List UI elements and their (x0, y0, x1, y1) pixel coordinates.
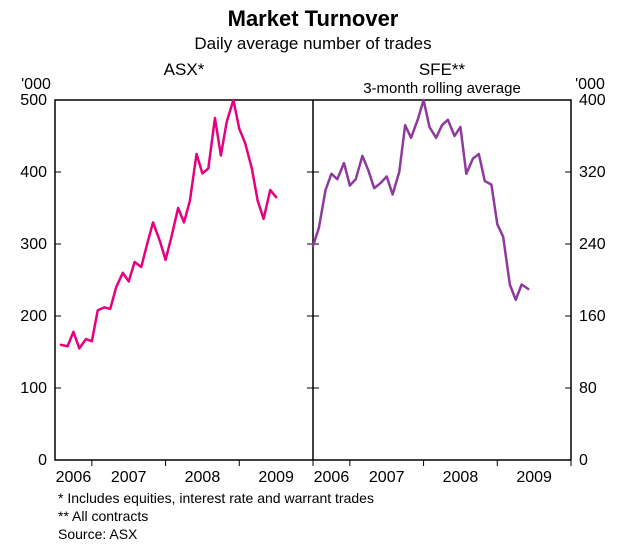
svg-text:300: 300 (20, 236, 47, 253)
svg-text:200: 200 (20, 308, 47, 325)
svg-text:2008: 2008 (443, 469, 479, 486)
svg-text:100: 100 (20, 380, 47, 397)
svg-text:2009: 2009 (258, 469, 294, 486)
svg-text:320: 320 (579, 164, 606, 181)
svg-text:2006: 2006 (314, 469, 350, 486)
svg-text:240: 240 (579, 236, 606, 253)
footnote-2: ** All contracts (58, 508, 148, 524)
svg-text:2006: 2006 (56, 469, 92, 486)
footnote-source: Source: ASX (58, 526, 137, 542)
svg-text:2007: 2007 (369, 469, 405, 486)
footnote-1: * Includes equities, interest rate and w… (58, 490, 374, 506)
svg-text:400: 400 (20, 164, 47, 181)
svg-text:2009: 2009 (516, 469, 552, 486)
svg-text:80: 80 (579, 380, 597, 397)
svg-text:2007: 2007 (111, 469, 147, 486)
svg-text:500: 500 (20, 92, 47, 109)
chart-container: Market Turnover Daily average number of … (0, 0, 626, 554)
svg-text:160: 160 (579, 308, 606, 325)
svg-text:0: 0 (579, 452, 588, 469)
svg-text:400: 400 (579, 92, 606, 109)
svg-text:0: 0 (38, 452, 47, 469)
plot-area: 0 100 200 300 400 500 2006 2007 2008 2009 0 80 160 24… (0, 0, 626, 554)
svg-text:2008: 2008 (185, 469, 221, 486)
